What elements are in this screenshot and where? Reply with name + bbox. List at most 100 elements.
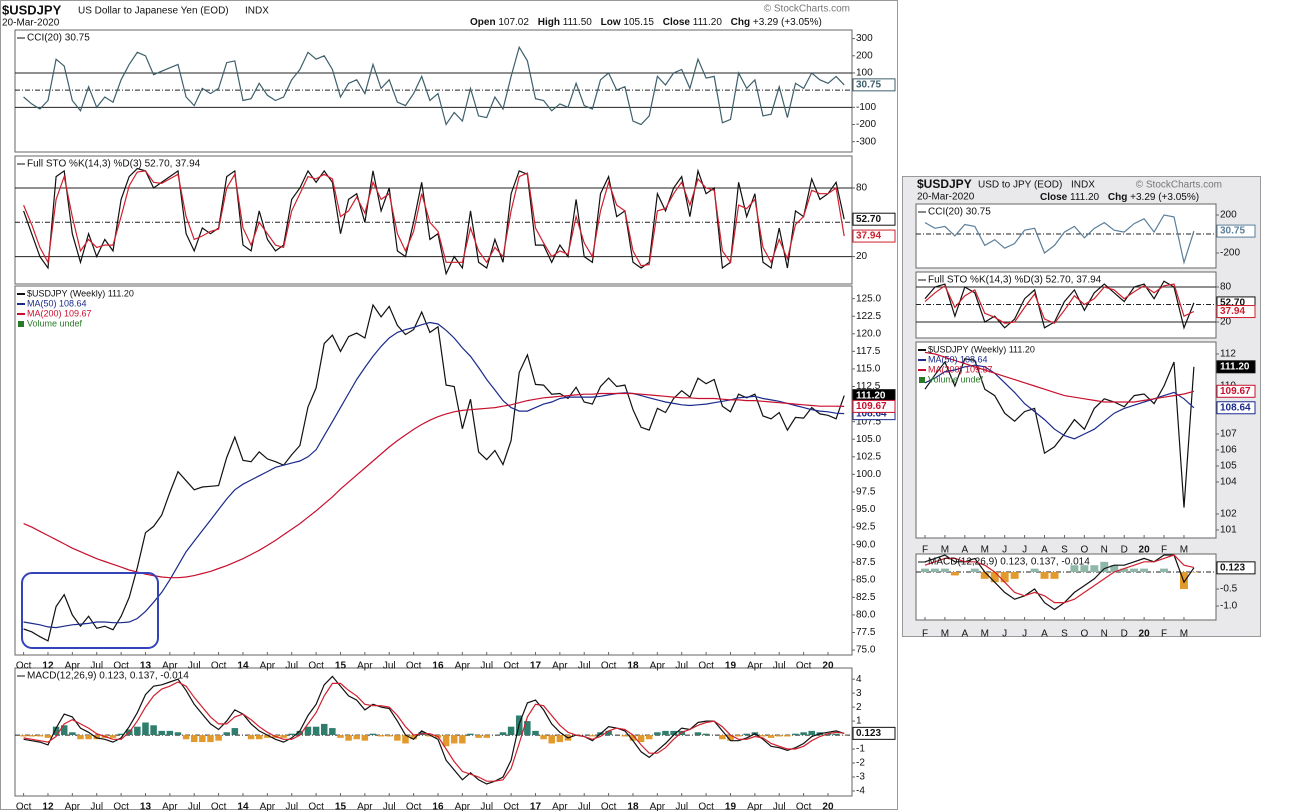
histogram-bar [800, 732, 807, 736]
x-tick-label: Oct [308, 802, 324, 811]
histogram-bar [532, 730, 539, 736]
date: 20-Mar-2020 [917, 192, 975, 203]
x-tick-label: O [1080, 629, 1088, 640]
date: 20-Mar-2020 [2, 18, 60, 29]
quote-label: Close [1040, 192, 1068, 203]
x-tick-label: M [1180, 545, 1188, 556]
y-tick-label: -3 [856, 772, 865, 783]
x-tick-label: M [981, 629, 989, 640]
y-tick-label: 100 [856, 68, 873, 79]
x-tick-label: N [1101, 629, 1108, 640]
quote-label: Low [601, 17, 621, 28]
histogram-bar [483, 735, 490, 738]
panel-frame [915, 341, 1217, 539]
x-tick-label: D [1121, 545, 1128, 556]
x-tick-label: A [1041, 545, 1048, 556]
y-tick-label: -2 [856, 758, 865, 769]
histogram-bar [134, 726, 141, 736]
series-line [23, 170, 845, 267]
panel-label: CCI(20) 30.75 [928, 207, 991, 218]
histogram-bar [605, 730, 612, 736]
x-tick-label: Apr [650, 661, 666, 672]
panel-frame [14, 155, 853, 285]
x-tick-label: Oct [503, 802, 519, 811]
y-tick-label: 92.5 [856, 522, 876, 533]
histogram-bar [475, 735, 482, 738]
x-tick-label: Apr [747, 802, 763, 811]
y-tick-label: 20 [856, 251, 868, 262]
histogram-bar [808, 730, 815, 736]
histogram-bar [385, 735, 393, 737]
histogram-bar [77, 735, 84, 740]
y-tick-label: 20 [1220, 317, 1232, 328]
quote-value: 111.20 [1070, 192, 1100, 203]
x-tick-label: N [1101, 545, 1108, 556]
histogram-bar [207, 735, 214, 743]
histogram-bar [337, 735, 344, 738]
legend-label: Volume undef [928, 374, 984, 384]
series-line [924, 214, 1195, 265]
panel-frame [915, 203, 1217, 269]
y-tick-label: 102 [1220, 509, 1237, 520]
x-tick-label: 14 [237, 661, 249, 672]
histogram-bar [654, 732, 661, 736]
histogram-bar [442, 735, 450, 747]
quote-value: 111.50 [563, 17, 593, 28]
x-tick-label: 16 [432, 802, 444, 811]
histogram-bar [1100, 561, 1109, 573]
x-tick-label: 15 [335, 802, 347, 811]
x-tick-label: Apr [260, 802, 276, 811]
x-tick-label: Oct [308, 661, 324, 672]
x-tick-label: Jul [773, 661, 786, 672]
histogram-bar [60, 725, 68, 736]
x-tick-label: Jul [90, 802, 103, 811]
series-line [924, 283, 1195, 324]
x-tick-label: Oct [406, 661, 422, 672]
panel-frame [14, 285, 853, 656]
histogram-bar [735, 735, 742, 737]
x-tick-label: 20 [822, 661, 834, 672]
y-tick-label: 90.0 [856, 539, 876, 550]
value-tag [1216, 305, 1256, 319]
x-tick-label: 20 [1139, 629, 1151, 640]
value-tag-label: 109.67 [1220, 386, 1251, 397]
quote-value: +3.29 (+3.05%) [753, 17, 822, 28]
value-tag-label: 109.67 [856, 401, 887, 412]
y-tick-label: -1.0 [1220, 601, 1238, 612]
y-tick-label: 100.0 [856, 469, 881, 480]
histogram-bar [158, 730, 165, 736]
x-tick-label: Jul [383, 661, 396, 672]
x-tick-label: Jul [480, 661, 493, 672]
source: © StockCharts.com [1136, 180, 1222, 191]
x-tick-label: Jul [383, 802, 396, 811]
y-tick-label: -100 [856, 102, 876, 113]
y-tick-label: 82.5 [856, 592, 876, 603]
exchange: INDX [245, 6, 269, 17]
histogram-bar [109, 735, 117, 738]
x-tick-label: 18 [627, 661, 639, 672]
x-tick-label: O [1080, 545, 1088, 556]
histogram-bar [540, 735, 547, 740]
value-tag [1216, 561, 1256, 575]
y-tick-label: 120.0 [856, 328, 881, 339]
histogram-bar [702, 733, 710, 736]
series-line [924, 280, 1195, 330]
histogram-bar [1110, 565, 1119, 573]
y-tick-label: 300 [856, 33, 873, 44]
histogram-bar [320, 723, 328, 736]
value-tag [1216, 401, 1256, 415]
quote: Close 111.20 Chg +3.29 (+3.05%) [1040, 192, 1199, 203]
y-tick-label: 104 [1220, 477, 1237, 488]
series-line [23, 681, 845, 782]
panel-frame [915, 553, 1217, 621]
histogram-bar [288, 733, 295, 736]
quote-value: 111.20 [693, 17, 723, 28]
histogram-bar [459, 735, 466, 744]
series-line [924, 351, 1195, 403]
x-tick-label: Oct [503, 661, 519, 672]
x-tick-label: 20 [822, 802, 834, 811]
x-tick-label: J [1002, 545, 1007, 556]
histogram-bar [142, 722, 149, 736]
histogram-bar [980, 572, 989, 579]
histogram-bar [832, 733, 840, 736]
